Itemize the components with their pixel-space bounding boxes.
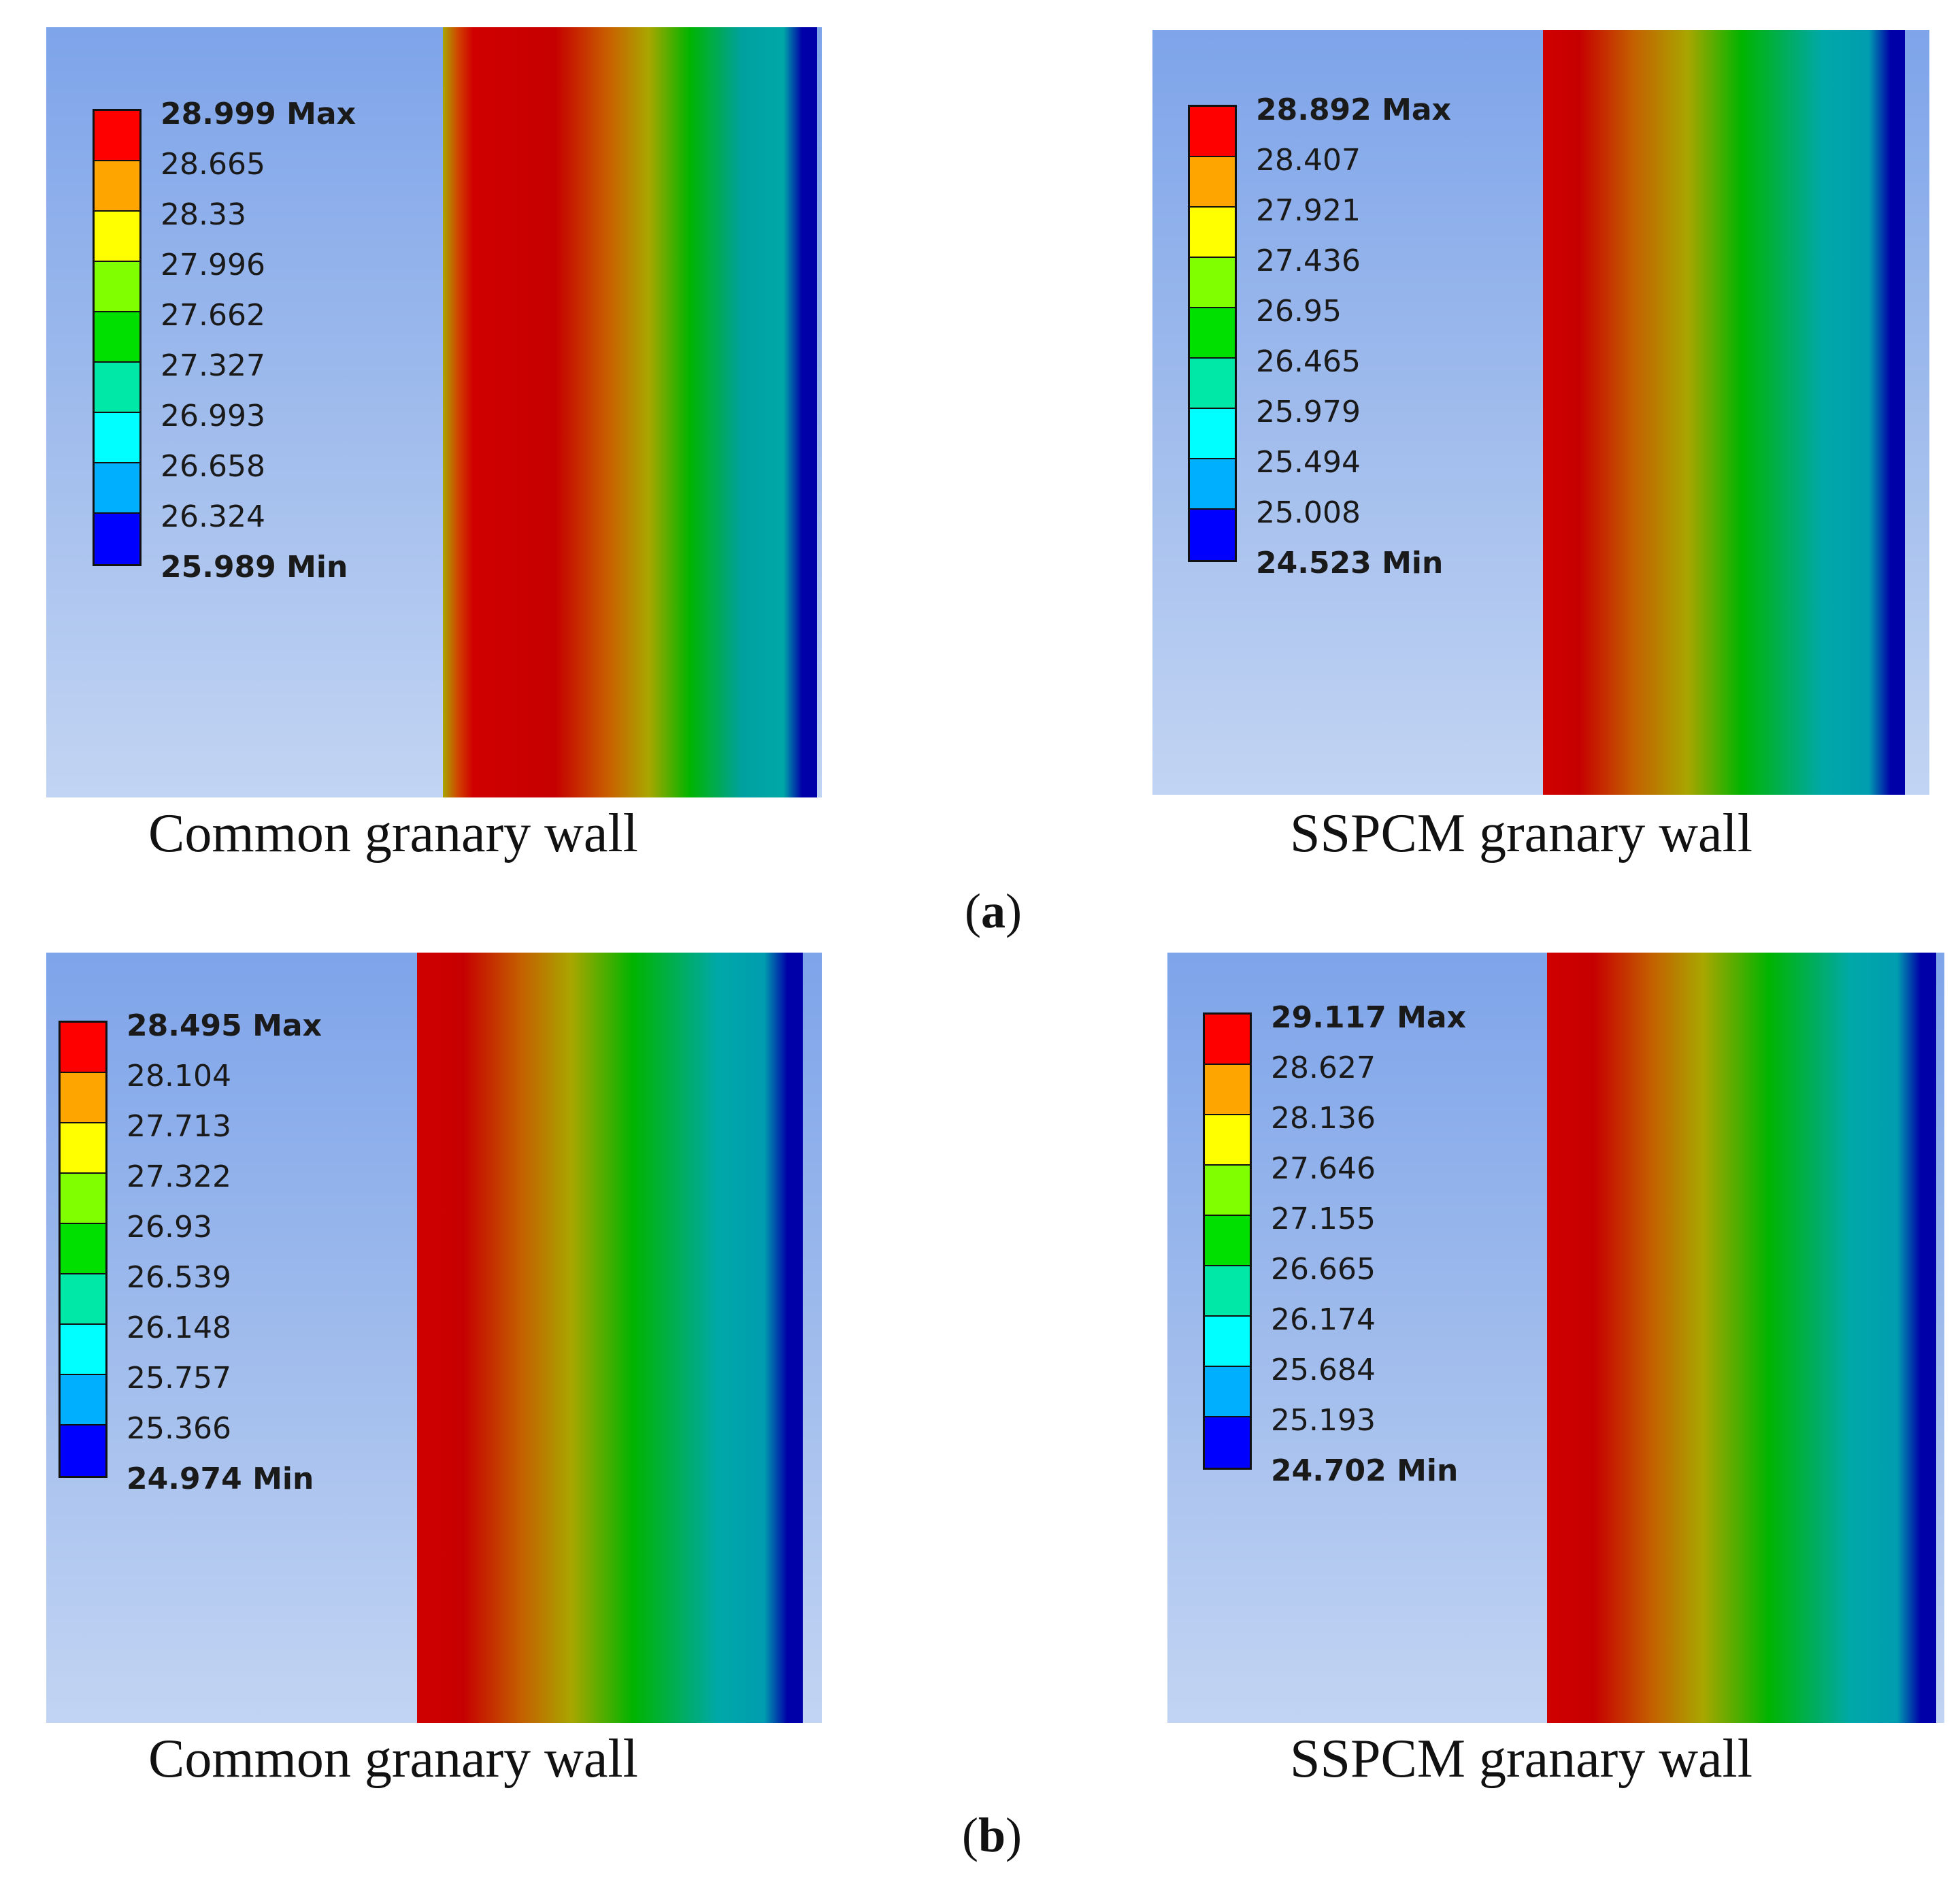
legend-swatch [1205, 1266, 1250, 1317]
legend-tick: 26.993 [161, 399, 265, 433]
legend-tick: 28.33 [161, 197, 246, 232]
legend-tick: 26.539 [127, 1260, 231, 1295]
legend-swatch [95, 111, 139, 161]
legend-swatch [61, 1274, 105, 1325]
legend-colorbar [1188, 105, 1237, 562]
legend-swatch [61, 1073, 105, 1123]
legend-swatch [1190, 510, 1235, 560]
legend-tick: 27.996 [161, 248, 265, 282]
legend-tick: 28.104 [127, 1059, 231, 1093]
wall-temperature-gradient [443, 27, 817, 797]
legend-swatch [61, 1123, 105, 1174]
legend-tick: 27.322 [127, 1159, 231, 1194]
caption-a-sspcm: SSPCM granary wall [1290, 804, 1753, 863]
legend-tick: 26.174 [1271, 1302, 1376, 1337]
legend-tick: 28.136 [1271, 1101, 1376, 1136]
legend-colorbar [59, 1021, 107, 1478]
subfigure-label-b: (b) [962, 1808, 1023, 1862]
legend-tick: 27.327 [161, 348, 265, 383]
legend-tick: 26.95 [1256, 294, 1342, 329]
legend-swatch [95, 514, 139, 564]
legend-swatch [1205, 1317, 1250, 1367]
legend-min: 24.702 Min [1271, 1453, 1459, 1488]
legend-swatch [1190, 308, 1235, 359]
legend-swatch [1205, 1065, 1250, 1115]
legend-swatch [1205, 1015, 1250, 1065]
legend-tick: 28.665 [161, 147, 265, 182]
legend-swatch [95, 312, 139, 363]
legend-swatch [61, 1224, 105, 1274]
legend-tick: 27.713 [127, 1109, 231, 1144]
contour-panel-a-common: 28.999 Max 28.665 28.33 27.996 27.662 27… [46, 27, 822, 797]
legend-swatch [95, 161, 139, 212]
legend-colorbar [1203, 1012, 1252, 1470]
legend-tick: 26.665 [1271, 1252, 1376, 1287]
legend-tick: 27.646 [1271, 1151, 1376, 1186]
legend-min: 25.989 Min [161, 550, 348, 584]
wall-temperature-gradient [417, 953, 803, 1723]
wall-temperature-gradient [1547, 953, 1936, 1723]
legend-swatch [1205, 1367, 1250, 1417]
legend-tick: 28.627 [1271, 1051, 1376, 1085]
legend-swatch [1190, 157, 1235, 208]
legend-tick: 26.93 [127, 1210, 212, 1245]
legend-swatch [61, 1023, 105, 1073]
contour-panel-a-sspcm: 28.892 Max 28.407 27.921 27.436 26.95 26… [1152, 30, 1929, 795]
legend-swatch [1190, 258, 1235, 308]
subfigure-label-a: (a) [965, 884, 1022, 938]
legend-swatch [95, 363, 139, 413]
legend-tick: 25.193 [1271, 1403, 1376, 1438]
legend-tick: 26.148 [127, 1311, 231, 1345]
legend-min: 24.523 Min [1256, 546, 1444, 580]
legend-tick: 25.757 [127, 1361, 231, 1396]
legend-swatch [95, 262, 139, 312]
legend-tick: 25.979 [1256, 395, 1361, 429]
legend-tick: 25.008 [1256, 495, 1361, 530]
legend-tick: 27.155 [1271, 1202, 1376, 1236]
legend-swatch [61, 1375, 105, 1426]
legend-colorbar [93, 109, 142, 566]
legend-swatch [1190, 459, 1235, 510]
legend-max: 28.999 Max [161, 97, 356, 131]
legend-swatch [61, 1174, 105, 1224]
legend-swatch [61, 1426, 105, 1476]
legend-tick: 27.436 [1256, 244, 1361, 278]
legend-swatch [95, 463, 139, 514]
legend-tick: 27.921 [1256, 193, 1361, 228]
legend-swatch [1190, 359, 1235, 409]
legend-tick: 26.324 [161, 499, 265, 534]
wall-temperature-gradient [1543, 30, 1905, 795]
legend-swatch [95, 413, 139, 463]
contour-panel-b-common: 28.495 Max 28.104 27.713 27.322 26.93 26… [46, 953, 822, 1723]
legend-max: 28.495 Max [127, 1008, 322, 1043]
caption-b-common: Common granary wall [148, 1729, 638, 1789]
caption-b-sspcm: SSPCM granary wall [1290, 1729, 1753, 1789]
legend-tick: 25.366 [127, 1411, 231, 1446]
legend-max: 29.117 Max [1271, 1000, 1466, 1035]
legend-swatch [95, 212, 139, 262]
legend-max: 28.892 Max [1256, 93, 1451, 127]
contour-panel-b-sspcm: 29.117 Max 28.627 28.136 27.646 27.155 2… [1167, 953, 1944, 1723]
legend-swatch [1190, 409, 1235, 459]
legend-swatch [1190, 208, 1235, 258]
legend-swatch [1205, 1216, 1250, 1266]
legend-swatch [1190, 107, 1235, 157]
legend-tick: 25.494 [1256, 445, 1361, 480]
legend-tick: 27.662 [161, 298, 265, 333]
legend-swatch [61, 1325, 105, 1375]
legend-tick: 26.658 [161, 449, 265, 484]
legend-tick: 26.465 [1256, 344, 1361, 379]
legend-tick: 25.684 [1271, 1353, 1376, 1387]
legend-tick: 28.407 [1256, 143, 1361, 178]
legend-min: 24.974 Min [127, 1462, 314, 1496]
legend-swatch [1205, 1166, 1250, 1216]
legend-swatch [1205, 1417, 1250, 1468]
caption-a-common: Common granary wall [148, 804, 638, 863]
legend-swatch [1205, 1115, 1250, 1166]
